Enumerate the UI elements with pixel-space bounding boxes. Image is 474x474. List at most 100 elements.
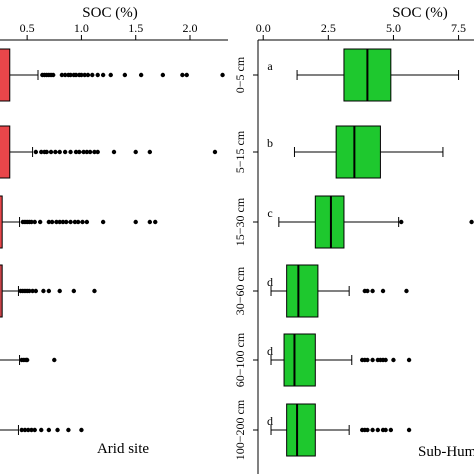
arid-outlier-point — [59, 72, 65, 78]
arid-outlier-point — [19, 427, 24, 433]
sub-humid-tick-label: 5.0 — [386, 21, 401, 35]
arid-outlier-point — [84, 219, 90, 225]
arid-outlier-point — [68, 149, 73, 155]
arid-outlier-point — [46, 288, 52, 294]
arid-outlier-point — [62, 149, 68, 155]
arid-outlier-point — [37, 219, 43, 225]
sub-humid-tick-label: 7.5 — [451, 21, 466, 35]
sub-humid-box — [286, 264, 319, 318]
arid-tick-label: 1.5 — [128, 21, 143, 35]
sub-humid-outlier-point — [380, 288, 386, 294]
significance-letter: a — [267, 59, 273, 73]
arid-outlier-point — [41, 288, 46, 294]
sub-humid-outlier-point — [404, 288, 409, 294]
sub-humid-box-row: 15−30 cm c — [233, 195, 474, 249]
arid-outlier-point — [220, 72, 225, 78]
sub-humid-x-axis-title: SOC (%) — [392, 5, 447, 21]
arid-outlier-point — [72, 219, 78, 225]
sub-humid-outlier-point — [388, 427, 394, 433]
arid-outlier-point — [111, 149, 117, 155]
sub-humid-box-row: 100−200 cm d — [233, 399, 412, 460]
arid-outlier-point — [133, 219, 138, 225]
sub-humid-box-row: 0−5 cm a — [233, 48, 460, 102]
arid-outlier-point — [30, 288, 35, 294]
arid-outlier-point — [90, 72, 95, 78]
sub-humid-outlier-point — [365, 288, 370, 294]
arid-outlier-point — [122, 72, 128, 78]
arid-box-row — [0, 355, 57, 365]
arid-outlier-point — [147, 219, 153, 225]
sub-humid-outlier-point — [370, 427, 375, 433]
arid-outlier-point — [160, 72, 166, 78]
sub-humid-box — [314, 195, 345, 249]
arid-outlier-point — [32, 219, 37, 225]
arid-outlier-point — [184, 72, 189, 78]
arid-box — [0, 125, 11, 179]
arid-site-label: Arid site — [97, 441, 149, 457]
arid-outlier-point — [92, 149, 97, 155]
arid-outlier-point — [77, 149, 82, 155]
sub-humid-outlier-point — [383, 427, 388, 433]
depth-label: 60−100 cm — [233, 332, 247, 387]
arid-outlier-point — [57, 288, 62, 294]
significance-letter: b — [267, 136, 273, 150]
arid-outlier-point — [73, 72, 79, 78]
sub-humid-site-label: Sub-Hum — [418, 444, 474, 460]
arid-outlier-point — [60, 219, 66, 225]
arid-outlier-point — [24, 357, 30, 363]
arid-outlier-point — [92, 288, 97, 294]
sub-humid-outlier-point — [399, 219, 404, 225]
sub-humid-outlier-point — [469, 219, 474, 225]
arid-outlier-point — [33, 288, 39, 294]
arid-outlier-point — [46, 427, 52, 433]
arid-outlier-point — [49, 219, 55, 225]
arid-outlier-point — [73, 149, 79, 155]
arid-outlier-point — [44, 149, 49, 155]
significance-letter: d — [267, 275, 273, 289]
arid-box — [0, 195, 3, 249]
significance-letter: d — [267, 344, 273, 358]
sub-humid-box — [283, 333, 316, 387]
arid-box-row — [0, 48, 225, 102]
depth-label: 100−200 cm — [233, 399, 247, 460]
sub-humid-box-row: 5−15 cm b — [233, 125, 444, 179]
arid-outlier-point — [180, 72, 185, 78]
arid-box-row — [0, 264, 97, 318]
sub-humid-outlier-point — [406, 427, 412, 433]
sub-humid-box — [286, 403, 316, 457]
arid-outlier-point — [138, 72, 144, 78]
sub-humid-outlier-point — [370, 357, 375, 363]
arid-outlier-point — [32, 427, 37, 433]
arid-outlier-point — [80, 219, 85, 225]
arid-outlier-point — [57, 149, 62, 155]
arid-outlier-point — [51, 72, 56, 78]
arid-outlier-point — [26, 427, 31, 433]
arid-outlier-point — [57, 219, 62, 225]
depth-label: 30−60 cm — [233, 266, 247, 315]
arid-outlier-point — [87, 149, 93, 155]
arid-outlier-point — [68, 72, 73, 78]
arid-outlier-point — [62, 72, 68, 78]
arid-outlier-point — [66, 427, 71, 433]
arid-outlier-point — [75, 219, 81, 225]
sub-humid-outlier-point — [391, 357, 396, 363]
arid-outlier-point — [85, 72, 91, 78]
arid-tick-label: 2.0 — [183, 21, 198, 35]
arid-tick-label: 0.5 — [20, 21, 35, 35]
depth-label: 15−30 cm — [233, 197, 247, 246]
arid-outlier-point — [100, 219, 106, 225]
arid-box-row — [0, 425, 84, 435]
depth-label: 0−5 cm — [233, 56, 247, 93]
arid-outlier-point — [81, 149, 86, 155]
arid-outlier-point — [27, 288, 32, 294]
sub-humid-tick-label: 2.5 — [321, 21, 336, 35]
arid-outlier-point — [29, 427, 34, 433]
arid-outlier-point — [82, 72, 87, 78]
sub-humid-outlier-point — [370, 288, 375, 294]
arid-outlier-point — [108, 72, 113, 78]
sub-humid-outlier-point — [383, 357, 388, 363]
arid-outlier-point — [39, 427, 44, 433]
sub-humid-outlier-point — [406, 357, 412, 363]
arid-outlier-point — [46, 219, 52, 225]
sub-humid-box-row: 60−100 cm d — [233, 332, 412, 387]
